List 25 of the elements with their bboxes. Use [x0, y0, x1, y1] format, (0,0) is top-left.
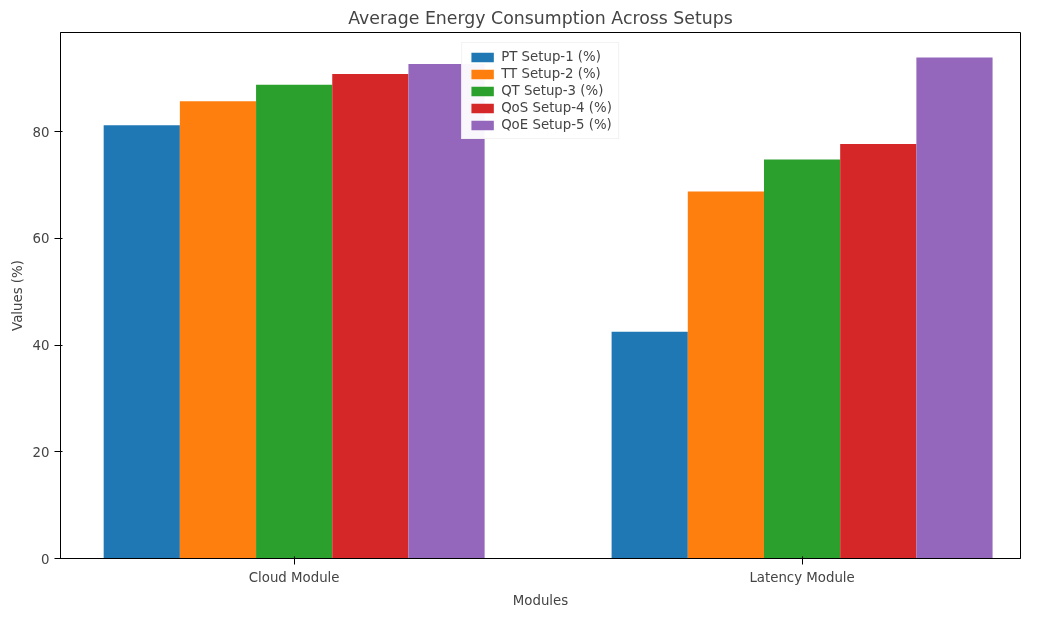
bar: [763, 159, 841, 559]
y-tick-label: 80: [32, 124, 50, 140]
y-tick-label: 0: [41, 551, 50, 567]
x-tick-label: Latency Module: [749, 569, 855, 585]
bar: [916, 57, 993, 559]
y-tick-label: 60: [32, 231, 50, 247]
y-tick-label: 40: [32, 338, 50, 354]
x-tick-label: Cloud Module: [248, 569, 340, 585]
bar: [103, 125, 180, 559]
legend-label: QoE Setup-5 (%): [501, 117, 612, 132]
bar: [408, 63, 485, 559]
legend-label: QT Setup-3 (%): [501, 83, 604, 98]
legend-label: QoS Setup-4 (%): [501, 100, 612, 115]
chart-title: Average Energy Consumption Across Setups: [348, 7, 733, 28]
legend-label: PT Setup-1 (%): [501, 49, 601, 64]
bar: [256, 84, 333, 559]
bar: [687, 191, 764, 559]
bar: [611, 331, 688, 559]
bar: [179, 101, 257, 559]
y-axis-title: Values (%): [9, 260, 25, 331]
bar: [840, 143, 917, 559]
y-tick-label: 20: [32, 444, 50, 460]
bar: [332, 74, 409, 559]
x-axis-title: Modules: [512, 592, 569, 608]
legend-label: TT Setup-2 (%): [501, 66, 601, 81]
